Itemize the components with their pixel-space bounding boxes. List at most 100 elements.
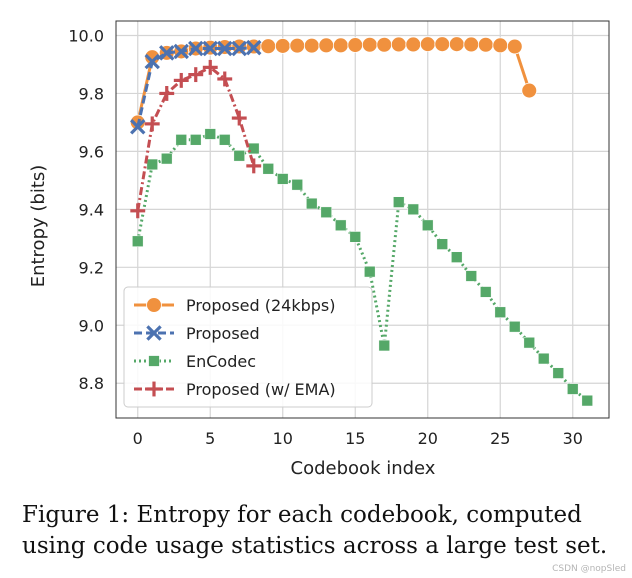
series-layer xyxy=(129,36,593,407)
x-axis-label: Codebook index xyxy=(291,458,436,479)
data-point xyxy=(132,235,144,247)
data-point xyxy=(190,134,202,146)
data-point xyxy=(349,231,361,243)
entropy-chart: 0 5 10 15 20 25 30 8.8 9.0 9.2 9.4 9.6 9.8 10.0 Code… xyxy=(28,20,610,479)
data-point xyxy=(204,128,216,140)
legend: Proposed (24kbps) Proposed EnCodec Proposed… xyxy=(123,286,373,408)
data-point xyxy=(262,163,274,175)
series-2 xyxy=(132,128,593,407)
y-tick-label: 8.8 xyxy=(79,374,104,393)
data-point xyxy=(217,40,233,57)
data-point xyxy=(521,82,538,99)
data-point xyxy=(376,36,393,53)
watermark: CSDN @nopSled xyxy=(552,564,626,574)
legend-box xyxy=(123,286,373,408)
data-point xyxy=(538,352,550,365)
x-tick-label: 0 xyxy=(133,429,143,448)
data-point xyxy=(480,286,492,298)
plot-frame xyxy=(115,20,610,419)
data-point xyxy=(277,173,289,185)
data-point xyxy=(248,142,260,155)
y-tick-label: 10.0 xyxy=(68,26,104,45)
x-tick-labels: 0 5 10 15 20 25 30 xyxy=(133,429,583,448)
legend-label: Proposed xyxy=(186,324,260,343)
data-point xyxy=(289,37,306,54)
y-axis-label: Entropy (bits) xyxy=(28,165,49,288)
data-point xyxy=(130,119,146,135)
data-point xyxy=(146,158,158,171)
data-point xyxy=(146,381,162,397)
y-tick-labels: 8.8 9.0 9.2 9.4 9.6 9.8 10.0 xyxy=(68,26,104,393)
data-point xyxy=(146,325,162,341)
x-tick-label: 30 xyxy=(563,429,583,448)
data-point xyxy=(552,367,564,379)
series-3 xyxy=(130,59,262,219)
data-point xyxy=(567,383,579,395)
x-tick-label: 10 xyxy=(273,429,293,448)
data-point xyxy=(407,203,419,216)
data-point xyxy=(246,158,262,174)
x-tick-label: 20 xyxy=(418,429,438,448)
caption-line-1: Figure 1: Entropy for each codebook, com… xyxy=(22,502,582,528)
data-point xyxy=(523,337,535,349)
data-point xyxy=(231,110,247,126)
data-point xyxy=(477,36,494,53)
x-tick-label: 5 xyxy=(205,429,215,448)
data-point xyxy=(246,39,262,56)
x-tick-label: 25 xyxy=(490,429,510,448)
data-point xyxy=(231,40,247,57)
data-point xyxy=(581,394,593,407)
data-point xyxy=(335,219,347,231)
data-point xyxy=(202,59,218,75)
data-point xyxy=(188,67,204,83)
legend-label: Proposed (24kbps) xyxy=(186,296,336,315)
data-point xyxy=(217,71,233,87)
data-point xyxy=(390,36,407,53)
legend-entry: Proposed (w/ EMA) xyxy=(134,380,336,399)
data-point xyxy=(318,37,335,54)
data-point xyxy=(378,339,390,352)
data-point xyxy=(146,297,162,313)
data-point xyxy=(144,116,160,132)
data-point xyxy=(219,134,231,146)
legend-label: EnCodec xyxy=(186,352,256,371)
data-point xyxy=(419,36,436,53)
caption-line-2: using code usage statistics across a lar… xyxy=(22,533,608,559)
data-point xyxy=(159,45,175,61)
data-point xyxy=(173,72,189,88)
data-point xyxy=(393,196,405,208)
data-point xyxy=(202,40,218,57)
data-point xyxy=(274,38,291,54)
data-point xyxy=(332,37,349,54)
legend-label: Proposed (w/ EMA) xyxy=(186,380,336,399)
data-point xyxy=(463,36,480,53)
data-point xyxy=(144,53,160,70)
data-point xyxy=(306,197,318,210)
data-point xyxy=(422,219,434,231)
data-point xyxy=(188,40,204,57)
figure-caption: Figure 1: Entropy for each codebook, com… xyxy=(22,500,622,562)
data-point xyxy=(448,36,465,53)
data-point xyxy=(494,306,506,318)
data-point xyxy=(405,36,422,53)
data-point xyxy=(159,86,175,101)
data-point xyxy=(436,238,448,250)
data-point xyxy=(492,37,509,54)
data-point xyxy=(173,43,189,60)
data-point xyxy=(320,206,332,218)
legend-entry: Proposed (24kbps) xyxy=(134,296,336,315)
y-tick-label: 9.4 xyxy=(79,200,104,219)
data-point xyxy=(291,179,303,191)
data-point xyxy=(161,152,173,165)
series-1 xyxy=(130,39,262,135)
data-point xyxy=(465,270,477,282)
data-point xyxy=(451,251,463,263)
legend-entry: Proposed xyxy=(134,324,260,343)
data-point xyxy=(233,150,245,162)
data-point xyxy=(130,203,146,219)
data-point xyxy=(361,36,378,53)
y-tick-label: 9.6 xyxy=(79,142,104,161)
data-point xyxy=(148,355,160,367)
x-tick-label: 15 xyxy=(345,429,365,448)
y-tick-label: 9.0 xyxy=(79,316,104,335)
